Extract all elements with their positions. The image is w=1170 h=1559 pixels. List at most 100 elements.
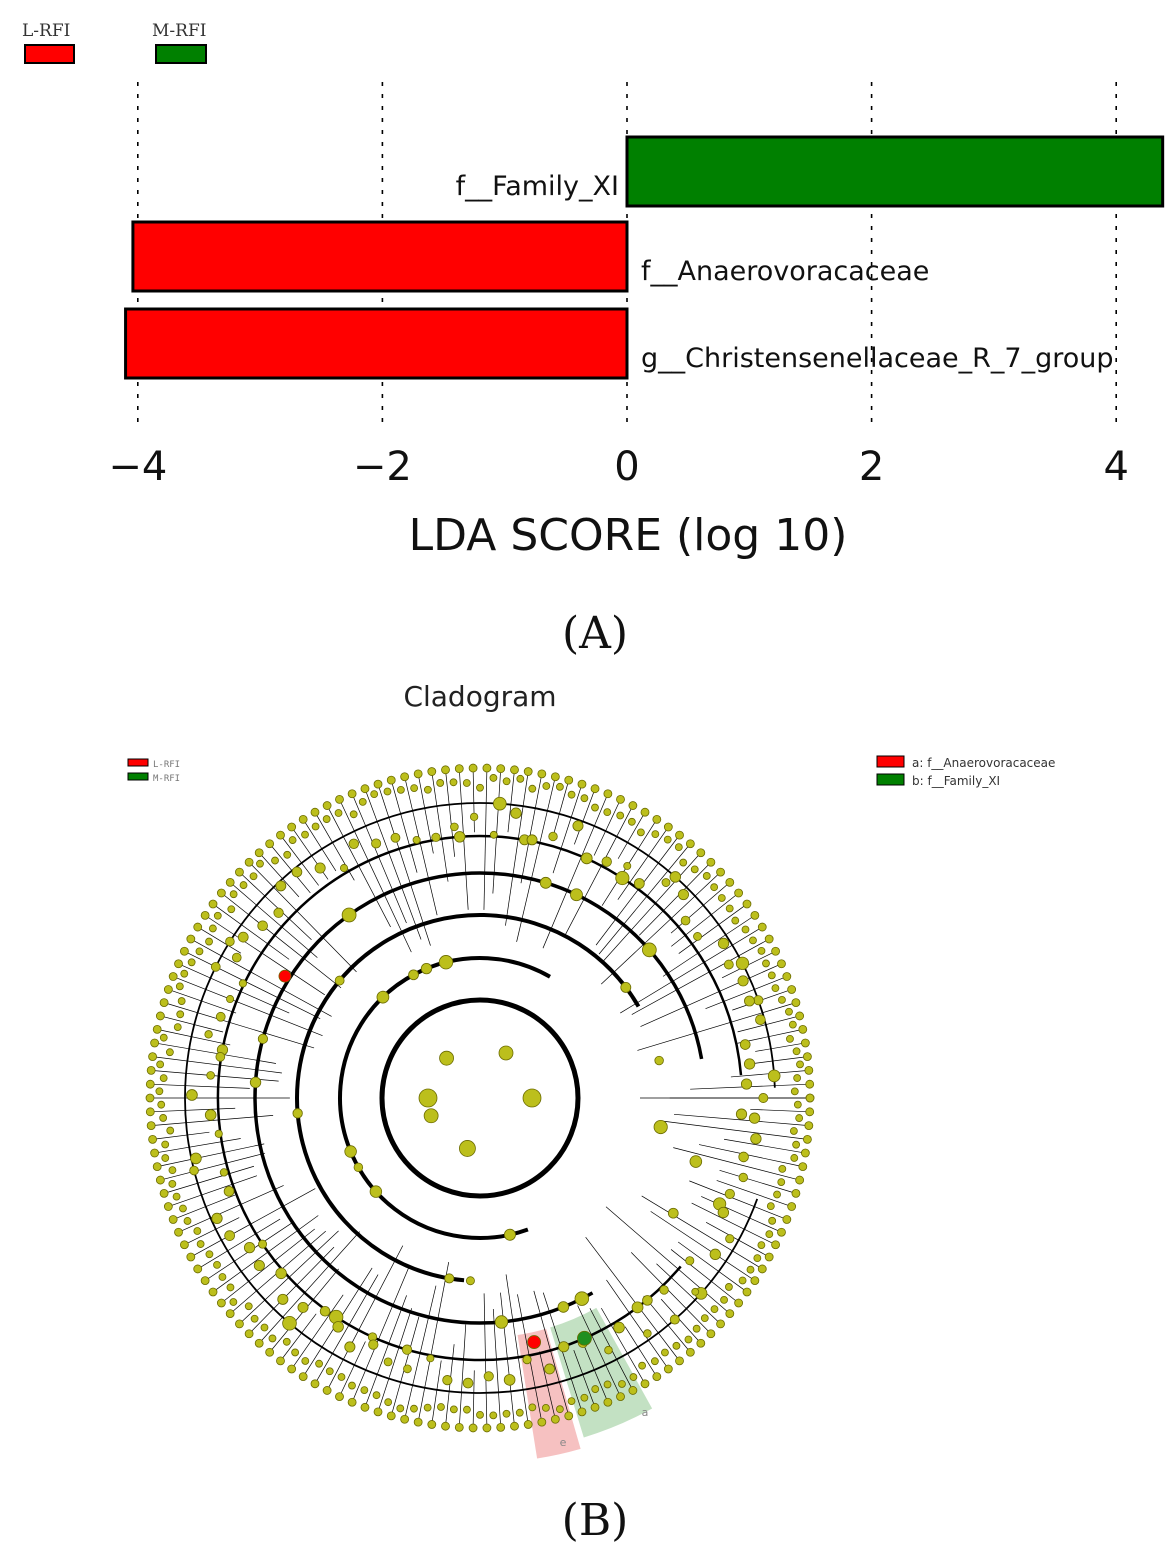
taxon-node [265,839,275,849]
branch-line [650,1211,756,1281]
branch-line [705,976,787,1010]
taxon-node [465,1276,475,1286]
taxon-node [555,782,564,791]
taxon-node [805,1093,815,1103]
taxon-node [802,1134,812,1144]
taxon-node [287,1364,297,1374]
taxon-node [659,1285,669,1295]
taxon-node [322,1386,332,1395]
branch-line [431,771,449,882]
taxon-node [709,1248,721,1260]
taxon-node [176,1010,185,1019]
taxon-node [616,795,625,804]
taxon-node [777,1227,786,1237]
taxon-node [319,1305,331,1317]
branch-line [404,776,438,916]
taxon-node [717,894,726,902]
taxon-node [235,1319,244,1329]
branch-line [574,788,596,845]
taxon-node [804,1121,814,1131]
branch-line [150,1107,236,1113]
taxon-node [360,784,370,794]
taxon-node [787,985,797,994]
taxon-node [161,1154,170,1162]
branch-line [364,1295,407,1408]
lda-legend: L-RFI M-RFI [22,21,207,64]
taxon-node [229,1298,238,1306]
branch-line [173,1194,236,1220]
taxon-node [196,1240,205,1248]
taxon-node [476,1410,484,1419]
taxon-node [310,1379,320,1389]
taxon-node [206,1071,215,1080]
legend-swatch-m-rfi [155,44,207,64]
clade-arc [338,956,551,1240]
taxon-node [291,1348,300,1357]
taxon-node [215,1011,226,1022]
taxon-node [672,1341,681,1350]
taxon-node [550,1414,560,1424]
taxon-node [628,1386,638,1395]
branch-line [314,1274,379,1384]
branch-line [258,1231,360,1344]
taxon-node [427,767,437,776]
taxon-node [423,785,432,794]
taxon-node [493,796,507,811]
taxon-node [496,1422,506,1432]
taxon-node [716,867,725,877]
taxon-node [282,1337,291,1346]
taxon-node [757,946,766,955]
branch-line [248,861,357,973]
taxon-node [744,995,755,1007]
taxon-node [661,1348,669,1357]
taxon-node [462,1377,474,1389]
taxon-node [706,1329,716,1339]
branch-line [500,1292,515,1427]
branch-line [573,1350,596,1408]
branch-line [351,1266,410,1403]
taxon-node [156,1060,165,1069]
taxon-node [603,1380,612,1389]
taxon-node [244,857,254,867]
legend-label-family-xi: b: f__Family_XI [912,774,1000,788]
taxon-node [577,779,587,789]
taxon-node [787,1202,797,1211]
taxon-node [620,981,632,993]
taxon-node [360,1402,370,1412]
taxon-node [548,831,558,842]
clade-arc [184,802,776,1394]
taxon-node [423,1108,439,1124]
branch-line [160,1152,266,1181]
taxon-node [750,910,760,920]
taxon-node [250,1314,259,1323]
taxon-node [408,969,419,981]
taxon-node [213,911,222,920]
taxon-node [804,1065,814,1075]
clade-arc [379,997,581,1199]
taxon-node [482,1423,492,1433]
taxon-node [796,1060,804,1069]
branch-line [595,834,680,946]
taxon-node [386,1411,396,1421]
branch-line [662,915,756,977]
branch-line [326,1245,404,1391]
taxon-node [168,1179,177,1188]
taxon-node [684,1335,693,1344]
taxon-node [410,1404,418,1413]
taxon-node [168,972,178,981]
taxon-node [793,1100,802,1109]
taxon-node [489,1411,498,1420]
taxon-node [161,1140,170,1149]
taxon-node [601,856,612,867]
taxon-node [449,1405,458,1414]
taxon-node [273,907,284,918]
taxon-node [152,1024,162,1034]
branch-line [601,819,658,906]
taxon-node [459,1140,476,1157]
cladogram-tree [150,768,810,1428]
wedge-label-e: e [560,1436,567,1449]
taxon-node [527,1335,542,1349]
taxon-node [689,1155,703,1168]
taxon-node [224,1230,235,1242]
taxon-node [740,1078,753,1090]
